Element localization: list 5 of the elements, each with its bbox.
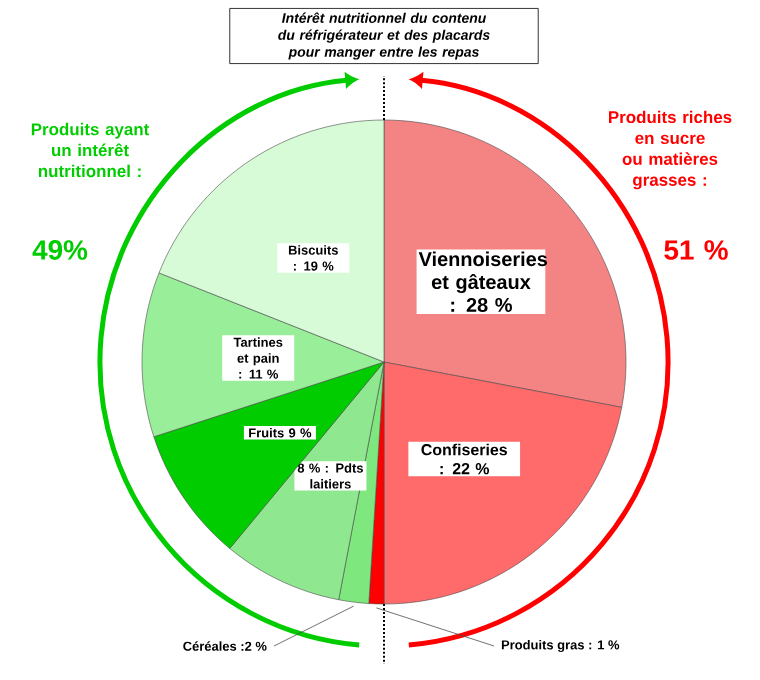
text: Produits riches en sucre ou matières grasses : — [609, 110, 732, 190]
text: 51 % — [664, 240, 728, 260]
text: Produits ayant un intérêt nutritionnel : — [31, 122, 150, 178]
slice-label: Viennoiseries et gâteaux : 28 % — [418, 251, 548, 312]
text: 49% — [32, 240, 88, 260]
